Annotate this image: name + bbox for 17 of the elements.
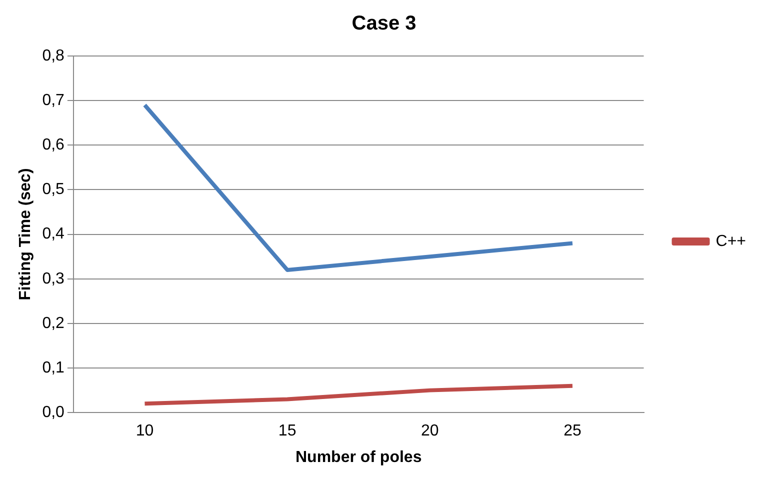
y-axis-title: Fitting Time (sec) <box>17 168 34 300</box>
y-tick-label: 0,8 <box>42 47 65 64</box>
x-tick-label: 20 <box>420 422 439 440</box>
x-axis-title: Number of poles <box>295 448 422 466</box>
x-tick-label: 15 <box>278 422 296 440</box>
chart-title: Case 3 <box>352 12 416 35</box>
y-tick-label: 0,5 <box>42 181 65 198</box>
y-tick-label: 0,0 <box>42 404 65 422</box>
y-tick-label: 0,3 <box>42 270 65 288</box>
y-tick-label: 0,1 <box>42 359 65 376</box>
y-tick-label: 0,4 <box>42 226 65 243</box>
y-tick-label: 0,7 <box>42 92 65 109</box>
legend-label: C++ <box>716 232 746 250</box>
y-tick-label: 0,2 <box>42 314 65 332</box>
y-tick-label: 0,6 <box>42 136 65 154</box>
x-tick-label: 10 <box>136 422 154 440</box>
x-tick-label: 25 <box>564 422 582 440</box>
